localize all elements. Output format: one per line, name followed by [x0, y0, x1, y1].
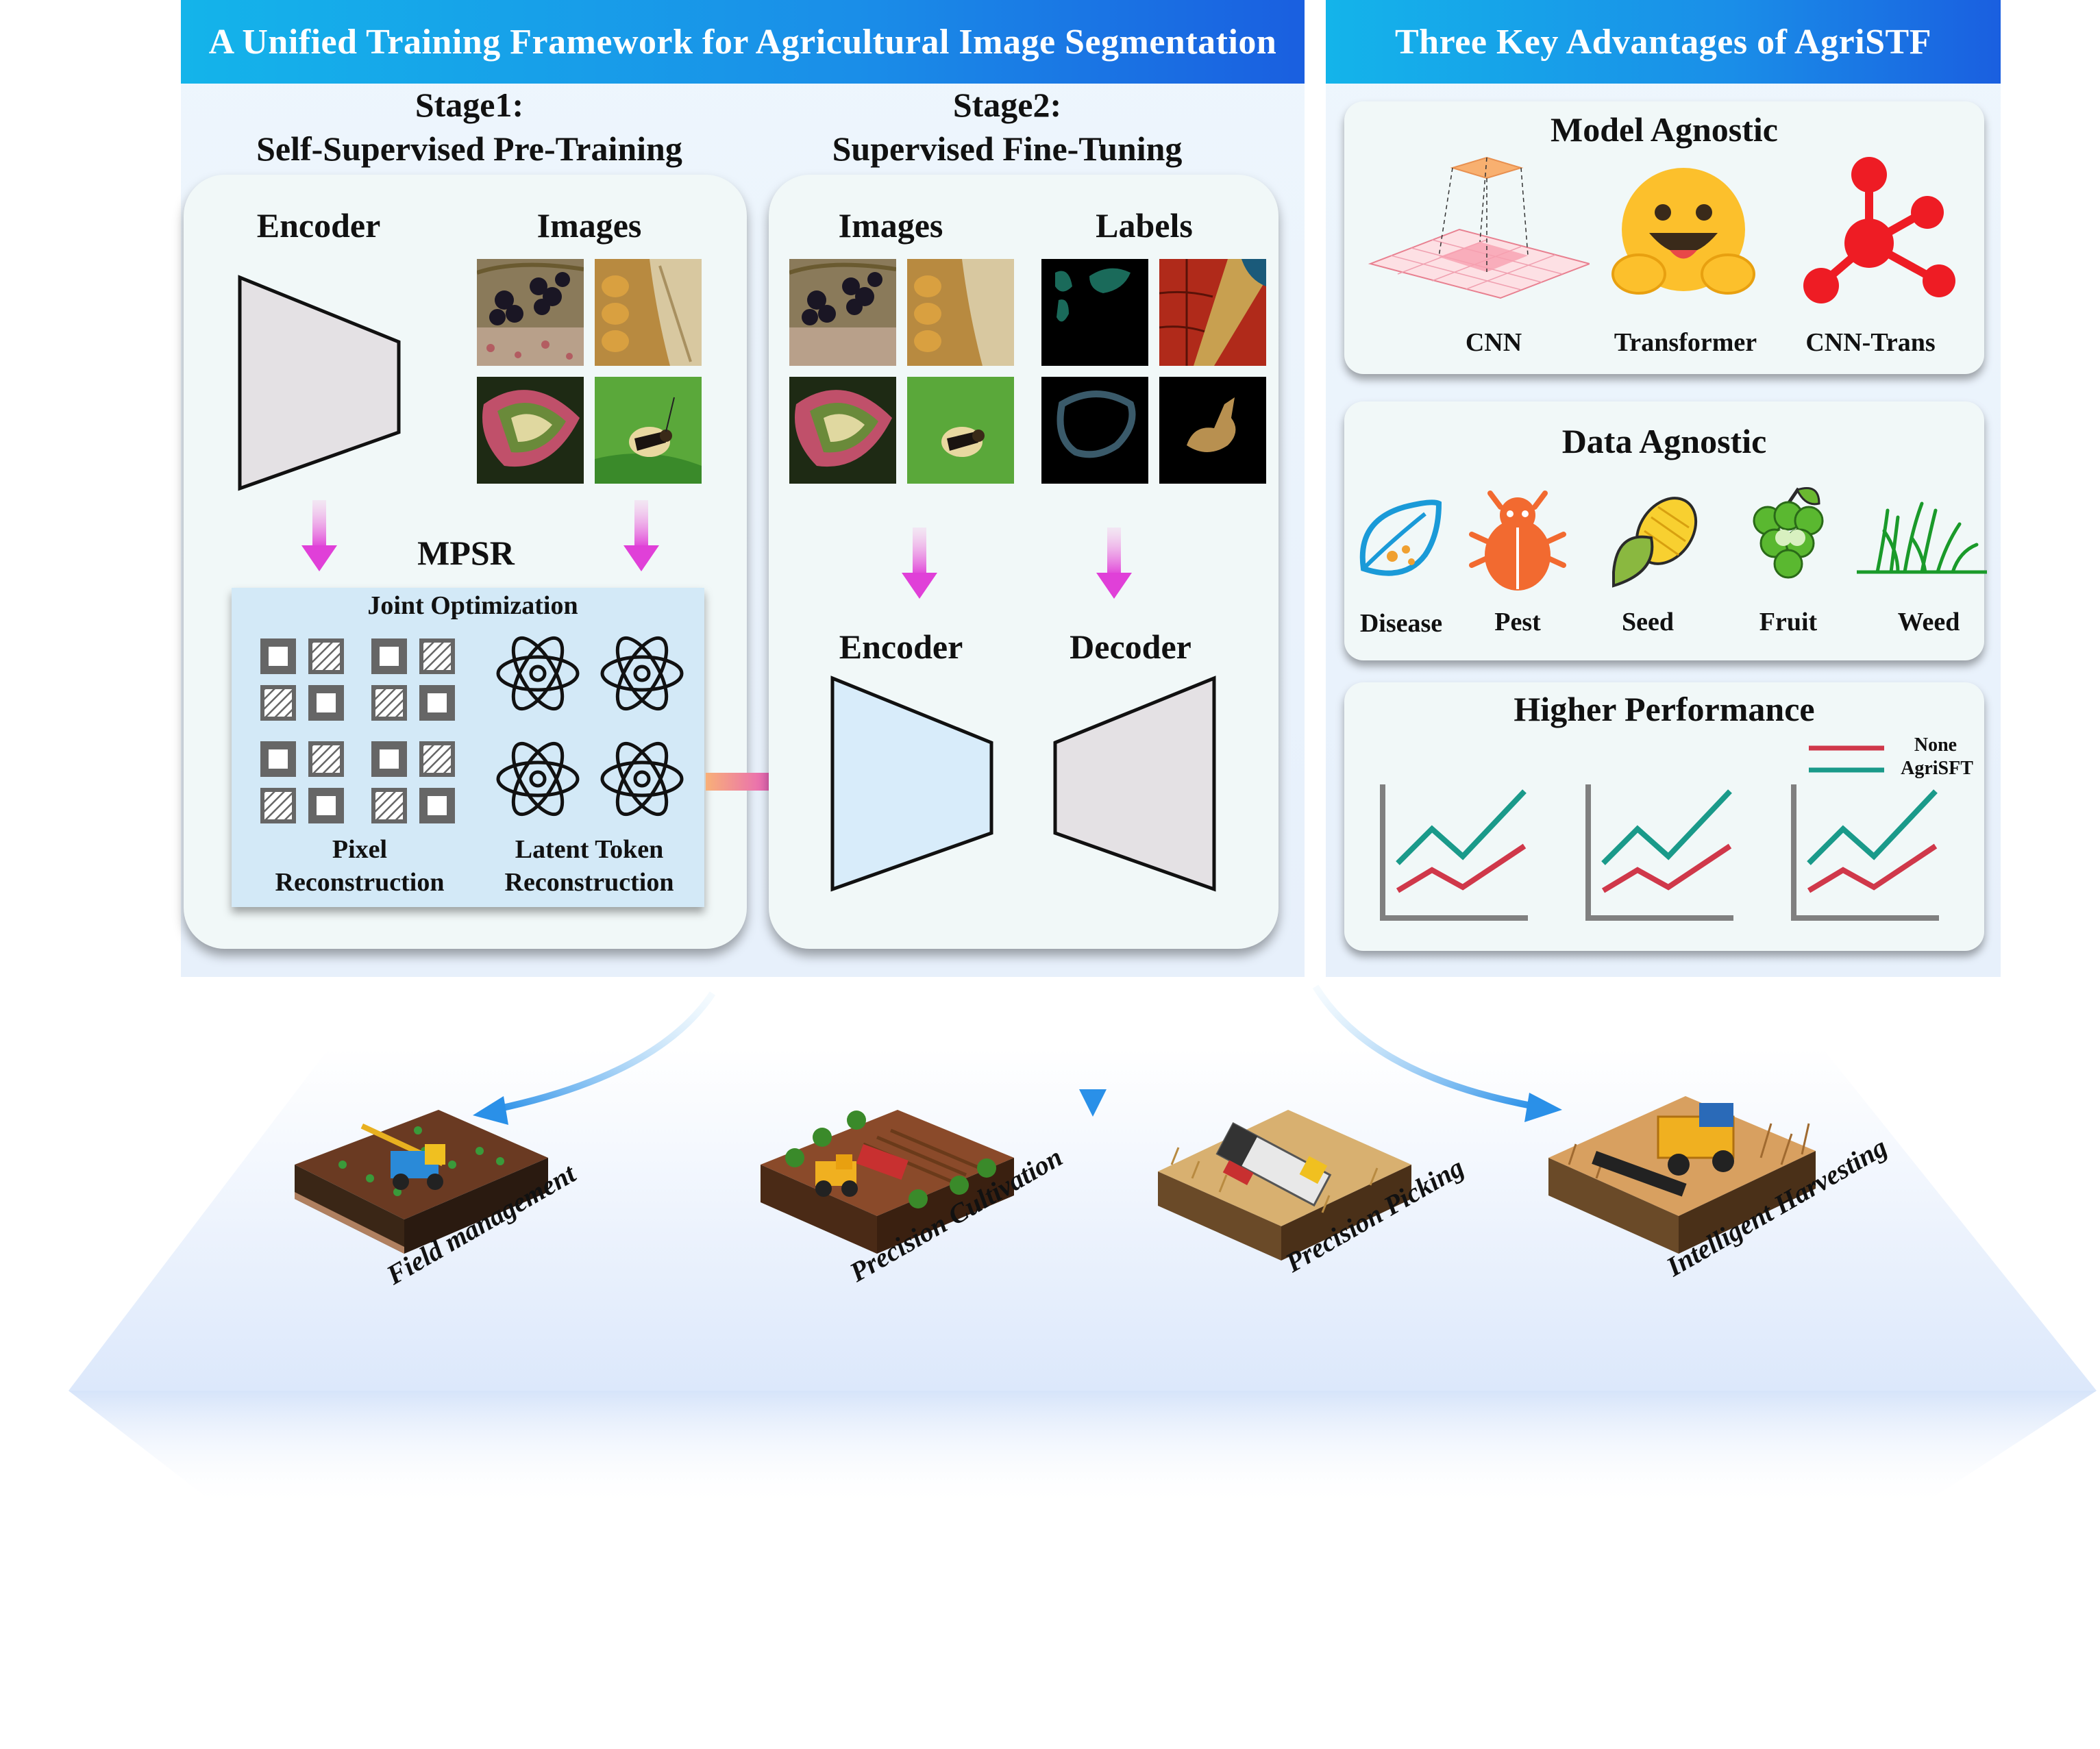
joint-optimization-label: Joint Optimization [367, 591, 578, 620]
performance-legend [1809, 745, 1884, 773]
pixel-reconstruction-grid [260, 638, 455, 823]
data-agnostic-title: Data Agnostic [1561, 422, 1767, 460]
stage1-encoder-trapezoid [238, 275, 401, 491]
corn-image [595, 259, 702, 366]
transformer-label: Transformer [1614, 328, 1757, 357]
right-banner-title: Three Key Advantages of AgriSTF [1395, 22, 1931, 62]
seed-icon [1612, 497, 1698, 588]
stage1-arrow-left [301, 500, 337, 571]
mpsr-label: MPSR [417, 534, 515, 572]
stage2-title-line2: Supervised Fine-Tuning [832, 129, 1183, 168]
grape-image-2 [789, 259, 896, 366]
stage1-encoder-label: Encoder [256, 206, 381, 245]
latent-label-1: Latent Token [515, 835, 664, 864]
pixel-label-2: Reconstruction [275, 868, 445, 897]
performance-chart-2 [1585, 784, 1733, 921]
weed-icon [1857, 501, 1987, 574]
cnn-icon [1368, 156, 1590, 299]
stage2-arrow-right [1096, 528, 1132, 599]
stage2-decoder-label: Decoder [1070, 628, 1191, 666]
latent-token-icons [490, 627, 695, 832]
model-agnostic-title: Model Agnostic [1551, 110, 1778, 149]
stage1-title-line2: Self-Supervised Pre-Training [256, 129, 682, 168]
legend-none-label: None [1914, 734, 1957, 756]
performance-title: Higher Performance [1514, 690, 1815, 728]
insect-image-2 [907, 377, 1014, 484]
precision-picking-tile [1158, 1110, 1411, 1261]
legend-agrisft-label: AgriSFT [1901, 758, 1973, 779]
grape-label-mask [1041, 259, 1148, 366]
grape-image [477, 259, 584, 366]
seed-label: Seed [1622, 608, 1674, 636]
field-management-tile [295, 1110, 548, 1254]
application-platform [69, 1048, 2097, 1507]
cnn-trans-icon [1803, 157, 1955, 303]
latent-label-2: Reconstruction [504, 868, 674, 897]
insect-label-mask [1159, 377, 1266, 484]
right-banner: Three Key Advantages of AgriSTF [1326, 0, 2001, 84]
stage2-encoder-label: Encoder [839, 628, 963, 666]
disease-label: Disease [1359, 609, 1443, 638]
fruit-icon [1753, 487, 1824, 579]
pest-icon [1469, 491, 1566, 591]
application-arrows [473, 984, 1562, 1125]
corn-image-2 [907, 259, 1014, 366]
stage1-title-line1: Stage1: [415, 86, 524, 124]
pest-label: Pest [1494, 608, 1541, 636]
precision-cultivation-tile [761, 1110, 1014, 1254]
stage1-images-label: Images [536, 206, 642, 245]
performance-chart-1 [1380, 784, 1528, 921]
disease-icon [1359, 499, 1442, 576]
performance-card [1344, 682, 1984, 951]
weed-label: Weed [1897, 608, 1960, 636]
leaf-disease-image [477, 377, 584, 484]
stage2-encoder-trapezoid [830, 675, 993, 892]
cnn-trans-label: CNN-Trans [1805, 328, 1936, 357]
leaf-label-mask [1041, 377, 1148, 484]
stage2-arrow-left [902, 528, 937, 599]
transformer-icon [1611, 168, 1755, 295]
stage2-labels-label: Labels [1096, 206, 1193, 245]
left-banner: A Unified Training Framework for Agricul… [181, 0, 1305, 84]
stage2-images-label: Images [838, 206, 943, 245]
pixel-label-1: Pixel [332, 835, 388, 864]
stage2-decoder-trapezoid [1053, 675, 1216, 892]
stage1-arrow-right [623, 500, 659, 571]
stage2-title-line1: Stage2: [952, 86, 1062, 124]
corn-label-mask [1159, 259, 1266, 366]
cnn-label: CNN [1465, 328, 1522, 357]
intelligent-harvesting-tile [1548, 1096, 1816, 1254]
left-banner-title: A Unified Training Framework for Agricul… [208, 22, 1277, 62]
insect-image [595, 377, 702, 484]
leaf-disease-image-2 [789, 377, 896, 484]
fruit-label: Fruit [1759, 608, 1818, 636]
performance-chart-3 [1791, 784, 1939, 921]
